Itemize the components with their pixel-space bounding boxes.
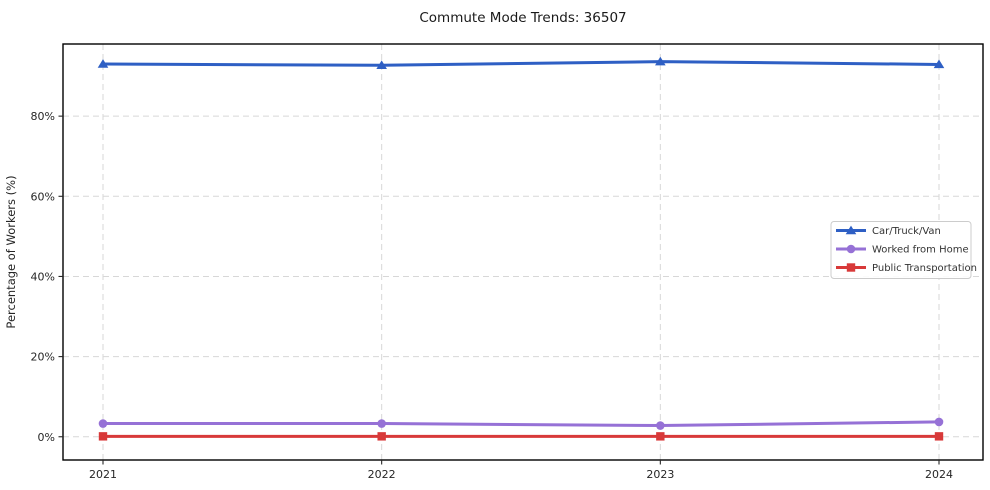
data-point-marker xyxy=(655,56,666,66)
series-car-truck-van xyxy=(97,56,945,69)
series-worked-from-home xyxy=(98,417,944,430)
series-line xyxy=(101,60,941,67)
legend-marker-square xyxy=(846,263,856,272)
data-point-marker xyxy=(377,432,386,441)
legend-item-car-truck-van: Car/Truck/Van xyxy=(836,225,941,237)
x-tick-label: 2024 xyxy=(925,468,953,481)
data-point-marker xyxy=(98,419,108,428)
data-series xyxy=(97,56,945,441)
x-tick-label: 2023 xyxy=(646,468,674,481)
legend-label: Worked from Home xyxy=(872,245,969,256)
y-axis-label: Percentage of Workers (%) xyxy=(4,175,18,328)
y-tick-label: 40% xyxy=(31,270,55,283)
data-point-marker xyxy=(933,59,945,69)
data-point-marker xyxy=(656,432,665,441)
legend-box xyxy=(830,221,972,279)
y-tick-label: 60% xyxy=(31,190,55,203)
axes: 0% 20% 40% 60% 80% 2021 2022 2023 2024 xyxy=(31,43,984,481)
legend-label: Public Transportation xyxy=(872,263,977,274)
plot-border xyxy=(62,43,984,461)
data-point-marker xyxy=(656,421,665,430)
x-tick-label: 2022 xyxy=(368,468,396,481)
data-point-marker xyxy=(934,417,944,427)
y-tick-label: 80% xyxy=(31,110,55,123)
legend-item-public-transportation: Public Transportation xyxy=(836,263,977,274)
data-point-marker xyxy=(376,60,387,69)
legend-label: Car/Truck/Van xyxy=(872,226,941,237)
legend-marker-circle xyxy=(846,244,856,254)
legend: Car/Truck/Van Worked from Home Public Tran… xyxy=(830,221,977,279)
data-point-marker xyxy=(934,432,944,441)
y-tick-label: 0% xyxy=(38,431,55,444)
legend-item-worked-from-home: Worked from Home xyxy=(836,245,969,256)
series-line xyxy=(101,420,941,428)
data-point-marker xyxy=(377,419,386,428)
series-public-transportation xyxy=(98,432,944,441)
data-point-marker xyxy=(98,432,108,441)
data-point-marker xyxy=(97,59,109,68)
y-tick-label: 20% xyxy=(31,351,55,364)
chart-title: Commute Mode Trends: 36507 xyxy=(419,10,626,26)
legend-marker-triangle xyxy=(845,225,857,235)
x-tick-label: 2021 xyxy=(89,468,117,481)
